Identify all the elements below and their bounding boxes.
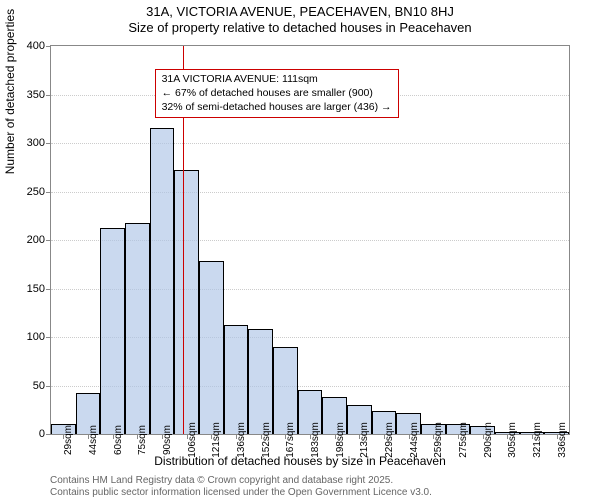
x-tick-label: 29sqm bbox=[63, 425, 74, 455]
histogram-bar bbox=[150, 128, 175, 434]
x-tick-label: 183sqm bbox=[310, 422, 321, 458]
footer-line-1: Contains HM Land Registry data © Crown c… bbox=[50, 475, 393, 486]
y-tick-label: 50 bbox=[33, 380, 45, 392]
x-tick-mark bbox=[335, 434, 336, 439]
y-tick-label: 200 bbox=[27, 234, 45, 246]
y-tick-mark bbox=[46, 95, 51, 96]
x-tick-label: 152sqm bbox=[261, 422, 272, 458]
x-tick-label: 336sqm bbox=[557, 422, 568, 458]
plot-rect: 05010015020025030035040029sqm44sqm60sqm7… bbox=[50, 45, 570, 435]
y-tick-mark bbox=[46, 434, 51, 435]
y-tick-mark bbox=[46, 386, 51, 387]
y-axis-label: Number of detached properties bbox=[3, 9, 17, 174]
x-tick-mark bbox=[63, 434, 64, 439]
x-tick-mark bbox=[285, 434, 286, 439]
x-tick-mark bbox=[507, 434, 508, 439]
histogram-bar bbox=[248, 329, 273, 434]
grid-line bbox=[51, 192, 569, 193]
y-tick-label: 250 bbox=[27, 186, 45, 198]
x-tick-mark bbox=[409, 434, 410, 439]
y-tick-label: 0 bbox=[39, 428, 45, 440]
chart-plot-area: 05010015020025030035040029sqm44sqm60sqm7… bbox=[50, 45, 570, 435]
y-tick-mark bbox=[46, 337, 51, 338]
x-tick-mark bbox=[310, 434, 311, 439]
x-tick-label: 213sqm bbox=[359, 422, 370, 458]
footer-line-2: Contains public sector information licen… bbox=[50, 487, 432, 498]
x-tick-mark bbox=[557, 434, 558, 439]
x-tick-label: 198sqm bbox=[335, 422, 346, 458]
x-tick-mark bbox=[359, 434, 360, 439]
annotation-line: ← 67% of detached houses are smaller (90… bbox=[162, 87, 392, 101]
y-tick-label: 350 bbox=[27, 89, 45, 101]
x-tick-mark bbox=[88, 434, 89, 439]
x-tick-mark bbox=[187, 434, 188, 439]
y-tick-mark bbox=[46, 289, 51, 290]
histogram-bar bbox=[224, 325, 249, 434]
x-axis-label: Distribution of detached houses by size … bbox=[0, 454, 600, 468]
annotation-line: 32% of semi-detached houses are larger (… bbox=[162, 101, 392, 115]
y-tick-mark bbox=[46, 240, 51, 241]
x-tick-mark bbox=[384, 434, 385, 439]
y-tick-label: 100 bbox=[27, 331, 45, 343]
x-tick-mark bbox=[433, 434, 434, 439]
x-tick-label: 290sqm bbox=[483, 422, 494, 458]
x-tick-label: 244sqm bbox=[409, 422, 420, 458]
grid-line bbox=[51, 143, 569, 144]
x-tick-label: 229sqm bbox=[384, 422, 395, 458]
x-tick-label: 44sqm bbox=[88, 425, 99, 455]
x-tick-label: 305sqm bbox=[507, 422, 518, 458]
x-tick-mark bbox=[137, 434, 138, 439]
x-tick-mark bbox=[458, 434, 459, 439]
histogram-bar bbox=[273, 347, 298, 434]
x-tick-label: 275sqm bbox=[458, 422, 469, 458]
x-tick-label: 106sqm bbox=[187, 422, 198, 458]
x-tick-mark bbox=[211, 434, 212, 439]
y-tick-mark bbox=[46, 192, 51, 193]
x-tick-label: 75sqm bbox=[137, 425, 148, 455]
x-tick-mark bbox=[236, 434, 237, 439]
histogram-bar bbox=[199, 261, 224, 434]
x-tick-mark bbox=[261, 434, 262, 439]
y-tick-mark bbox=[46, 143, 51, 144]
x-tick-label: 121sqm bbox=[211, 422, 222, 458]
histogram-bar bbox=[100, 228, 125, 434]
chart-title-main: 31A, VICTORIA AVENUE, PEACEHAVEN, BN10 8… bbox=[0, 4, 600, 19]
x-tick-label: 259sqm bbox=[433, 422, 444, 458]
y-tick-label: 300 bbox=[27, 137, 45, 149]
x-tick-label: 136sqm bbox=[236, 422, 247, 458]
x-tick-mark bbox=[113, 434, 114, 439]
y-tick-label: 400 bbox=[27, 40, 45, 52]
histogram-bar bbox=[125, 223, 150, 434]
x-tick-label: 321sqm bbox=[532, 422, 543, 458]
annotation-line: 31A VICTORIA AVENUE: 111sqm bbox=[162, 73, 392, 87]
y-tick-mark bbox=[46, 46, 51, 47]
histogram-bar bbox=[174, 170, 199, 434]
x-tick-mark bbox=[483, 434, 484, 439]
x-tick-label: 167sqm bbox=[285, 422, 296, 458]
annotation-box: 31A VICTORIA AVENUE: 111sqm← 67% of deta… bbox=[155, 69, 399, 118]
chart-title-sub: Size of property relative to detached ho… bbox=[0, 20, 600, 35]
x-tick-mark bbox=[532, 434, 533, 439]
y-tick-label: 150 bbox=[27, 283, 45, 295]
x-tick-mark bbox=[162, 434, 163, 439]
x-tick-label: 90sqm bbox=[162, 425, 173, 455]
x-tick-label: 60sqm bbox=[113, 425, 124, 455]
